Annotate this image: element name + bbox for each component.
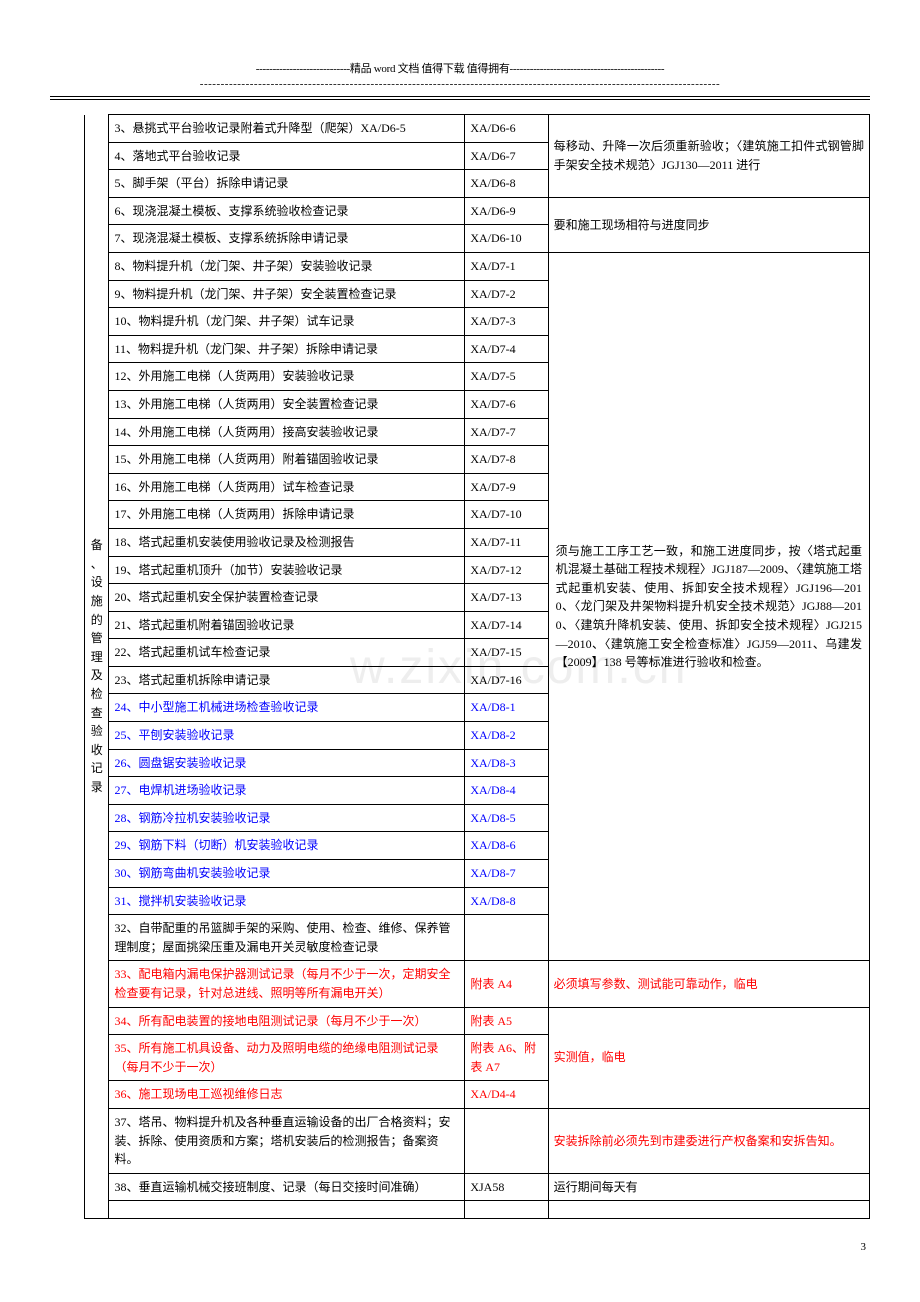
record-code: XJA58: [465, 1173, 548, 1201]
record-code: XA/D7-6: [465, 390, 548, 418]
record-description: 30、钢筋弯曲机安装验收记录: [109, 860, 465, 888]
record-code: XA/D8-5: [465, 804, 548, 832]
record-description: 15、外用施工电梯（人货两用）附着锚固验收记录: [109, 446, 465, 474]
empty-cell: [465, 1201, 548, 1219]
records-table: 备、设施的管理及检查验收记录3、悬挑式平台验收记录附着式升降型（爬架）XA/D6…: [50, 114, 870, 1219]
record-code: XA/D7-3: [465, 308, 548, 336]
record-description: 37、塔吊、物料提升机及各种垂直运输设备的出厂合格资料；安装、拆除、使用资质和方…: [109, 1108, 465, 1173]
record-code: XA/D7-14: [465, 611, 548, 639]
record-code: XA/D7-15: [465, 639, 548, 667]
record-description: 25、平刨安装验收记录: [109, 722, 465, 750]
record-code: XA/D7-1: [465, 252, 548, 280]
record-code: XA/D7-8: [465, 446, 548, 474]
record-code: XA/D6-6: [465, 115, 548, 143]
record-description: 28、钢筋冷拉机安装验收记录: [109, 804, 465, 832]
record-note: 要和施工现场相符与进度同步: [548, 197, 869, 252]
header-rule: [50, 96, 870, 100]
record-code: XA/D7-16: [465, 666, 548, 694]
record-description: 8、物料提升机（龙门架、井子架）安装验收记录: [109, 252, 465, 280]
record-code: XA/D8-2: [465, 722, 548, 750]
page-number: 3: [50, 1241, 870, 1253]
record-code: XA/D7-2: [465, 280, 548, 308]
record-description: 4、落地式平台验收记录: [109, 142, 465, 170]
record-code: XA/D8-3: [465, 749, 548, 777]
record-code: XA/D4-4: [465, 1081, 548, 1109]
record-code: XA/D6-10: [465, 225, 548, 253]
table-row: 37、塔吊、物料提升机及各种垂直运输设备的出厂合格资料；安装、拆除、使用资质和方…: [50, 1108, 870, 1173]
record-code: XA/D8-1: [465, 694, 548, 722]
record-code: XA/D8-8: [465, 887, 548, 915]
record-description: 14、外用施工电梯（人货两用）接高安装验收记录: [109, 418, 465, 446]
record-description: 32、自带配重的吊篮脚手架的采购、使用、检查、维修、保养管理制度；屋面挑梁压重及…: [109, 915, 465, 961]
record-description: 21、塔式起重机附着锚固验收记录: [109, 611, 465, 639]
record-description: 12、外用施工电梯（人货两用）安装验收记录: [109, 363, 465, 391]
record-code: XA/D7-9: [465, 473, 548, 501]
record-code: XA/D6-9: [465, 197, 548, 225]
record-code: XA/D6-7: [465, 142, 548, 170]
record-description: 23、塔式起重机拆除申请记录: [109, 666, 465, 694]
record-description: 27、电焊机进场验收记录: [109, 777, 465, 805]
record-code: XA/D7-4: [465, 335, 548, 363]
record-description: 6、现浇混凝土模板、支撑系统验收检查记录: [109, 197, 465, 225]
record-description: 17、外用施工电梯（人货两用）拆除申请记录: [109, 501, 465, 529]
page-header: ----------------------------精品 word 文档 值…: [50, 60, 870, 90]
record-description: 10、物料提升机（龙门架、井子架）试车记录: [109, 308, 465, 336]
table-row: 34、所有配电装置的接地电阻测试记录（每月不少于一次）附表 A5实测值，临电: [50, 1007, 870, 1035]
record-description: 18、塔式起重机安装使用验收记录及检测报告: [109, 528, 465, 556]
record-note: 运行期间每天有: [548, 1173, 869, 1201]
record-code: XA/D8-6: [465, 832, 548, 860]
record-description: 20、塔式起重机安全保护装置检查记录: [109, 584, 465, 612]
table-row: 6、现浇混凝土模板、支撑系统验收检查记录XA/D6-9要和施工现场相符与进度同步: [50, 197, 870, 225]
record-description: 5、脚手架（平台）拆除申请记录: [109, 170, 465, 198]
empty-cell: [548, 1201, 869, 1219]
record-description: 38、垂直运输机械交接班制度、记录（每日交接时间准确）: [109, 1173, 465, 1201]
record-code: XA/D7-10: [465, 501, 548, 529]
record-code: XA/D7-11: [465, 528, 548, 556]
table-row-empty: [50, 1201, 870, 1219]
header-line-1: ----------------------------精品 word 文档 值…: [50, 60, 870, 76]
record-description: 13、外用施工电梯（人货两用）安全装置检查记录: [109, 390, 465, 418]
record-note: 实测值，临电: [548, 1007, 869, 1108]
record-code: [465, 915, 548, 961]
empty-cell: [109, 1201, 465, 1219]
record-code: XA/D7-13: [465, 584, 548, 612]
record-description: 9、物料提升机（龙门架、井子架）安全装置检查记录: [109, 280, 465, 308]
record-description: 35、所有施工机具设备、动力及照明电缆的绝缘电阻测试记录（每月不少于一次）: [109, 1035, 465, 1081]
record-code: XA/D8-4: [465, 777, 548, 805]
record-note: 必须填写参数、测试能可靠动作，临电: [548, 961, 869, 1007]
table-row: 备、设施的管理及检查验收记录3、悬挑式平台验收记录附着式升降型（爬架）XA/D6…: [50, 115, 870, 143]
record-description: 19、塔式起重机顶升（加节）安装验收记录: [109, 556, 465, 584]
record-code: XA/D7-5: [465, 363, 548, 391]
record-description: 11、物料提升机（龙门架、井子架）拆除申请记录: [109, 335, 465, 363]
record-code: 附表 A6、附表 A7: [465, 1035, 548, 1081]
record-code: XA/D7-7: [465, 418, 548, 446]
record-note: 须与施工工序工艺一致，和施工进度同步，按〈塔式起重机混凝土基础工程技术规程〉JG…: [548, 252, 869, 960]
record-code: XA/D7-12: [465, 556, 548, 584]
record-description: 34、所有配电装置的接地电阻测试记录（每月不少于一次）: [109, 1007, 465, 1035]
record-code: [465, 1108, 548, 1173]
record-description: 3、悬挑式平台验收记录附着式升降型（爬架）XA/D6-5: [109, 115, 465, 143]
record-description: 36、施工现场电工巡视维修日志: [109, 1081, 465, 1109]
table-row: 33、配电箱内漏电保护器测试记录（每月不少于一次，定期安全检查要有记录，针对总进…: [50, 961, 870, 1007]
record-description: 24、中小型施工机械进场检查验收记录: [109, 694, 465, 722]
table-row: 8、物料提升机（龙门架、井子架）安装验收记录XA/D7-1须与施工工序工艺一致，…: [50, 252, 870, 280]
record-description: 7、现浇混凝土模板、支撑系统拆除申请记录: [109, 225, 465, 253]
record-description: 29、钢筋下料（切断）机安装验收记录: [109, 832, 465, 860]
record-note: 每移动、升降一次后须重新验收；〈建筑施工扣件式钢管脚手架安全技术规范〉JGJ13…: [548, 115, 869, 198]
header-line-2: ----------------------------------------…: [50, 78, 870, 90]
record-description: 26、圆盘锯安装验收记录: [109, 749, 465, 777]
category-label: 备、设施的管理及检查验收记录: [85, 115, 109, 1219]
record-description: 16、外用施工电梯（人货两用）试车检查记录: [109, 473, 465, 501]
record-code: 附表 A5: [465, 1007, 548, 1035]
record-description: 33、配电箱内漏电保护器测试记录（每月不少于一次，定期安全检查要有记录，针对总进…: [109, 961, 465, 1007]
record-description: 31、搅拌机安装验收记录: [109, 887, 465, 915]
record-code: XA/D6-8: [465, 170, 548, 198]
record-note: 安装拆除前必须先到市建委进行产权备案和安拆告知。: [548, 1108, 869, 1173]
table-row: 38、垂直运输机械交接班制度、记录（每日交接时间准确）XJA58运行期间每天有: [50, 1173, 870, 1201]
record-description: 22、塔式起重机试车检查记录: [109, 639, 465, 667]
record-code: XA/D8-7: [465, 860, 548, 888]
record-code: 附表 A4: [465, 961, 548, 1007]
spacer-cell: [50, 115, 85, 1219]
